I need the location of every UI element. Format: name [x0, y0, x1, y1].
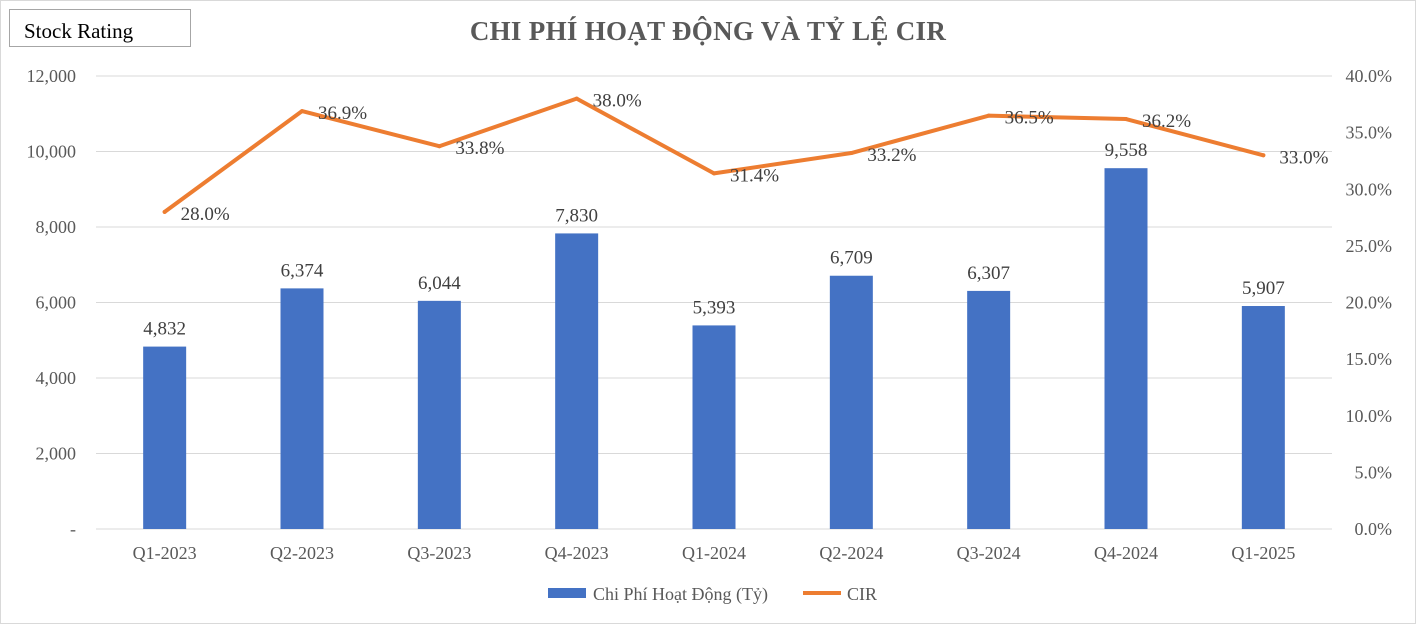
cir-data-label: 36.9%	[318, 103, 367, 124]
y-right-tick-label: 30.0%	[1346, 179, 1393, 199]
bar-data-label: 5,393	[693, 297, 736, 318]
bar-data-label: 6,307	[967, 263, 1010, 284]
bar-data-label: 5,907	[1242, 278, 1285, 299]
y-left-tick-label: 10,000	[27, 142, 77, 162]
cir-data-label: 33.0%	[1279, 147, 1328, 168]
y-right-tick-label: 20.0%	[1346, 293, 1393, 313]
y-right-tick-label: 25.0%	[1346, 236, 1393, 256]
y-left-tick-label: 8,000	[36, 217, 77, 237]
cir-point	[574, 96, 579, 101]
y-right-tick-label: 0.0%	[1355, 519, 1393, 539]
cir-point	[162, 209, 167, 214]
x-tick-label: Q1-2025	[1231, 543, 1295, 563]
x-tick-label: Q4-2023	[545, 543, 609, 563]
bar	[280, 288, 324, 529]
bar-data-label: 7,830	[555, 205, 598, 226]
bar	[829, 275, 873, 529]
y-right-tick-label: 10.0%	[1346, 406, 1393, 426]
y-left-tick-label: -	[70, 519, 76, 539]
bar	[417, 300, 461, 529]
y-left-tick-label: 12,000	[27, 66, 77, 86]
cir-point	[712, 171, 716, 176]
x-tick-label: Q2-2023	[270, 543, 334, 563]
x-tick-label: Q1-2024	[682, 543, 746, 563]
y-right-tick-label: 35.0%	[1346, 123, 1393, 143]
y-left-tick-label: 6,000	[36, 293, 77, 313]
brand-label: Stock Rating	[9, 9, 191, 47]
cir-data-label: 38.0%	[593, 91, 642, 112]
bar	[967, 290, 1011, 529]
x-tick-label: Q1-2023	[133, 543, 197, 563]
bar-data-label: 4,832	[143, 319, 186, 340]
cir-data-label: 28.0%	[181, 204, 230, 225]
x-tick-label: Q4-2024	[1094, 543, 1158, 563]
cir-point	[437, 144, 442, 149]
bar-data-label: 6,374	[281, 260, 324, 281]
cir-data-label: 33.2%	[867, 145, 916, 166]
bar	[692, 325, 736, 529]
legend-line-label: CIR	[847, 584, 877, 604]
cir-point	[300, 109, 304, 114]
cir-data-label: 31.4%	[730, 165, 779, 186]
chart-title: CHI PHÍ HOẠT ĐỘNG VÀ TỶ LỆ CIR	[469, 16, 947, 46]
legend-bar-label: Chi Phí Hoạt Động (Tỷ)	[593, 584, 768, 605]
y-right-tick-label: 40.0%	[1346, 66, 1393, 86]
bar	[1241, 306, 1285, 529]
cir-point	[1124, 117, 1128, 122]
cir-data-label: 36.2%	[1142, 111, 1191, 132]
cir-data-label: 36.5%	[1005, 108, 1054, 129]
bar-data-label: 9,558	[1105, 140, 1148, 161]
x-tick-label: Q3-2024	[957, 543, 1021, 563]
cir-data-label: 33.8%	[455, 138, 504, 159]
bar	[143, 346, 187, 529]
y-left-tick-label: 2,000	[36, 444, 77, 464]
bar-data-label: 6,709	[830, 248, 873, 269]
y-right-tick-label: 5.0%	[1355, 462, 1393, 482]
bar-data-label: 6,044	[418, 273, 461, 294]
cir-point	[849, 151, 854, 156]
x-tick-label: Q3-2023	[407, 543, 471, 563]
x-tick-label: Q2-2024	[819, 543, 883, 563]
y-left-tick-label: 4,000	[36, 368, 77, 388]
y-right-tick-label: 15.0%	[1346, 349, 1393, 369]
cir-point	[986, 113, 991, 118]
bar	[1104, 168, 1148, 530]
bar	[555, 233, 599, 530]
cir-point	[1261, 153, 1266, 158]
legend-bar-swatch	[548, 588, 586, 598]
